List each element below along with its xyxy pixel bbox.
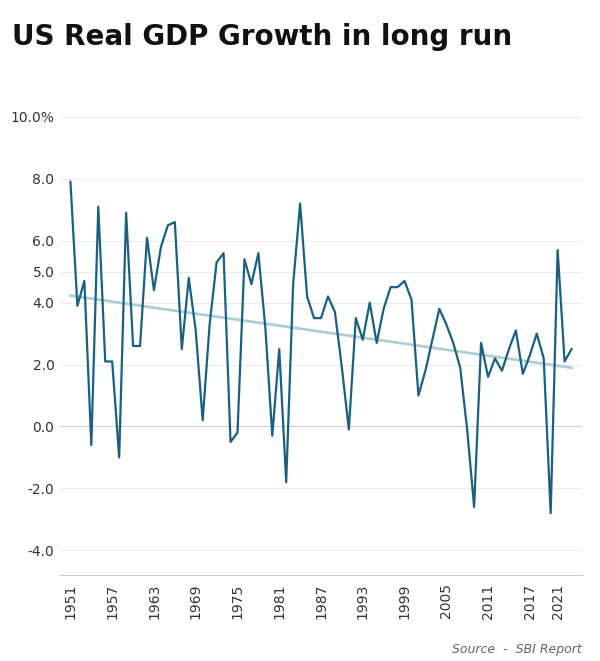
Text: US Real GDP Growth in long run: US Real GDP Growth in long run	[12, 23, 512, 51]
Text: Source  -  SBI Report: Source - SBI Report	[452, 642, 582, 656]
